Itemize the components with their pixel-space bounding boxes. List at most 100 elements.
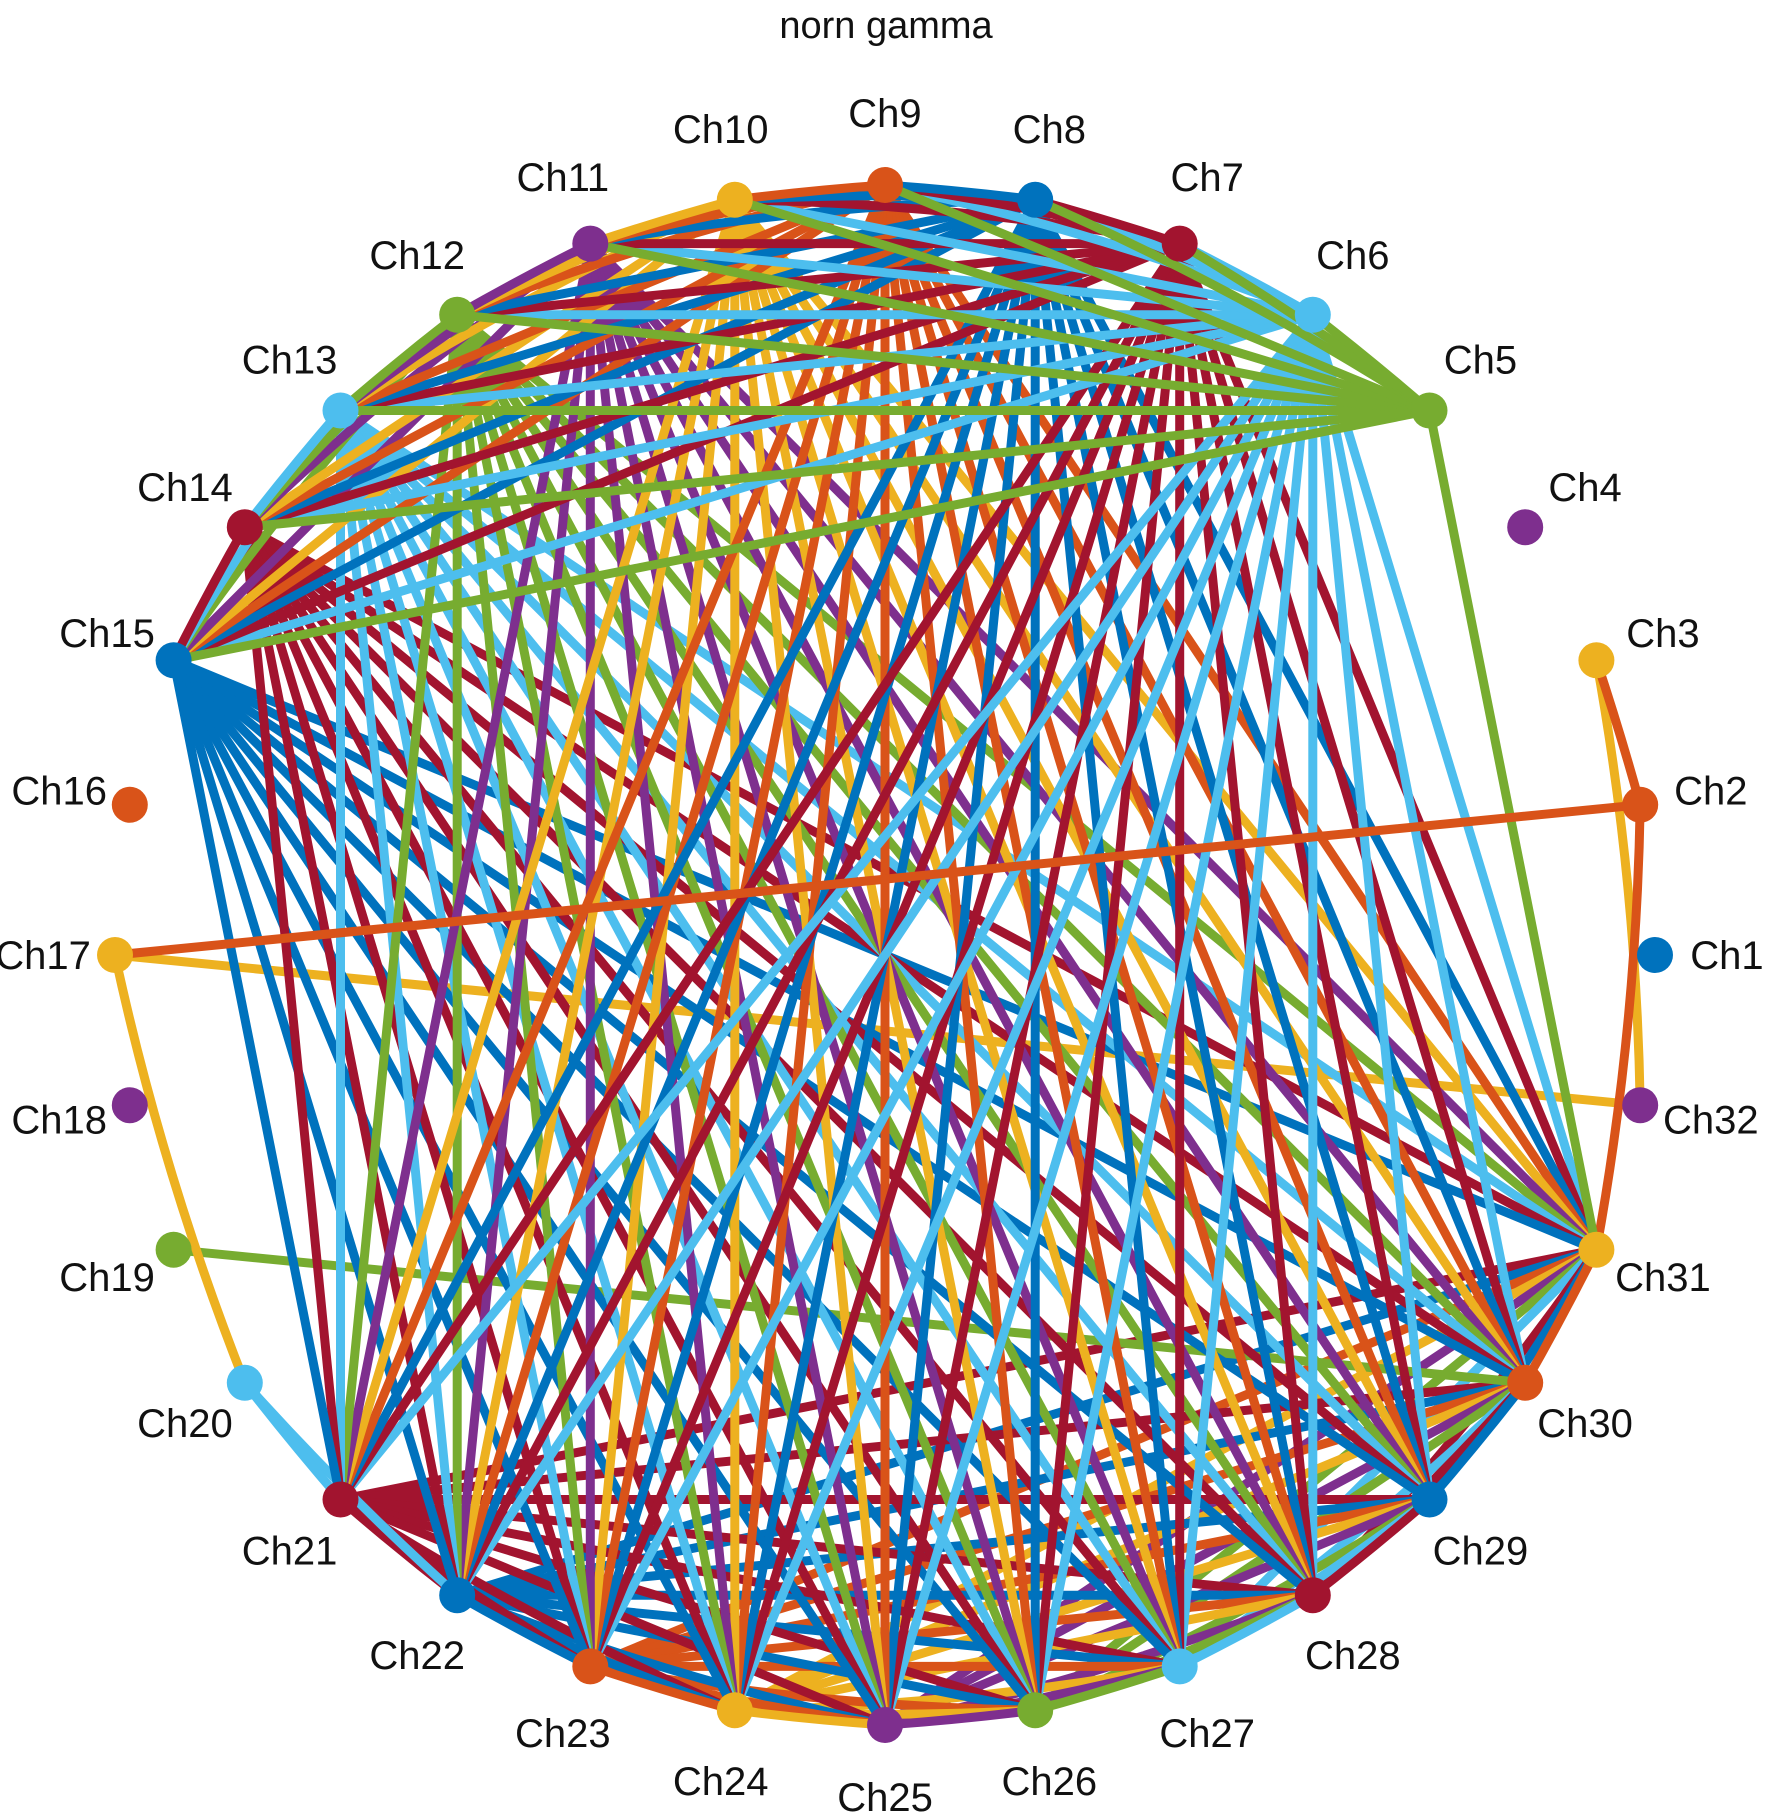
node-ch28[interactable] [1294, 1577, 1331, 1614]
edge-ch25-ch30 [880, 1378, 1530, 1730]
edge-ch6-ch21 [336, 310, 1318, 1504]
node-label-ch2: Ch2 [1674, 770, 1747, 814]
node-ch25[interactable] [867, 1707, 903, 1743]
edge-ch5-ch31 [1425, 406, 1601, 1255]
nodes-layer [97, 167, 1673, 1743]
edge-ch19-ch30 [169, 1245, 1530, 1388]
edge-ch3-ch32 [1591, 655, 1645, 1110]
node-label-ch23: Ch23 [515, 1712, 611, 1756]
edge-ch17-ch20 [110, 950, 250, 1388]
edge-ch15-ch23 [169, 655, 595, 1671]
node-ch7[interactable] [1161, 225, 1198, 262]
edge-ch5-ch9 [880, 180, 1434, 415]
node-ch8[interactable] [1017, 181, 1054, 218]
edge-ch6-ch26 [1030, 310, 1318, 1715]
node-label-ch19: Ch19 [59, 1256, 155, 1300]
node-ch13[interactable] [322, 392, 359, 429]
edge-ch6-ch15 [169, 310, 1318, 665]
edge-ch6-ch14 [240, 310, 1318, 532]
node-ch15[interactable] [155, 642, 192, 679]
edge-ch2-ch31 [1591, 800, 1645, 1255]
node-label-ch12: Ch12 [369, 234, 465, 278]
edge-ch5-ch12 [452, 310, 1434, 415]
edge-ch9-ch21 [336, 180, 890, 1504]
node-label-ch8: Ch8 [1013, 108, 1086, 152]
node-label-ch14: Ch14 [137, 466, 233, 510]
edge-ch6-ch24 [730, 310, 1318, 1715]
edge-ch7-ch28 [1175, 239, 1318, 1600]
edge-ch7-ch21 [336, 239, 1185, 1504]
node-label-ch32: Ch32 [1663, 1098, 1759, 1142]
edge-ch5-ch11 [585, 239, 1434, 415]
node-ch5[interactable] [1411, 392, 1448, 429]
node-label-ch22: Ch22 [369, 1634, 465, 1678]
node-label-ch21: Ch21 [242, 1529, 338, 1573]
node-ch10[interactable] [716, 181, 753, 218]
edge-ch9-ch14 [240, 180, 890, 532]
node-label-ch29: Ch29 [1433, 1529, 1529, 1573]
node-ch22[interactable] [439, 1577, 476, 1614]
edge-ch8-ch29 [1030, 195, 1434, 1504]
node-ch31[interactable] [1578, 1231, 1615, 1268]
node-ch3[interactable] [1578, 642, 1615, 679]
edges-layer [110, 180, 1645, 1730]
edge-ch6-ch22 [452, 310, 1318, 1600]
edge-ch24-ch29 [730, 1495, 1434, 1715]
node-ch32[interactable] [1622, 1087, 1659, 1124]
node-ch17[interactable] [97, 937, 133, 973]
node-ch14[interactable] [226, 509, 263, 546]
edge-ch14-ch21 [240, 522, 345, 1504]
edge-ch6-ch27 [1175, 310, 1318, 1671]
node-label-ch20: Ch20 [137, 1402, 233, 1446]
node-label-ch25: Ch25 [837, 1776, 933, 1819]
node-ch20[interactable] [226, 1364, 263, 1401]
node-label-ch16: Ch16 [11, 770, 107, 814]
node-ch30[interactable] [1507, 1364, 1544, 1401]
node-ch12[interactable] [439, 296, 476, 333]
node-label-ch28: Ch28 [1305, 1634, 1401, 1678]
node-ch9[interactable] [867, 167, 903, 203]
node-ch2[interactable] [1622, 786, 1659, 823]
node-label-ch17: Ch17 [0, 934, 91, 978]
node-ch24[interactable] [716, 1692, 753, 1729]
node-ch16[interactable] [111, 786, 148, 823]
node-ch21[interactable] [322, 1481, 359, 1518]
node-ch27[interactable] [1161, 1648, 1198, 1685]
node-label-ch18: Ch18 [11, 1098, 107, 1142]
node-ch4[interactable] [1507, 509, 1544, 546]
node-label-ch26: Ch26 [1001, 1760, 1097, 1804]
edge-ch15-ch22 [169, 655, 462, 1600]
edge-ch23-ch28 [585, 1590, 1318, 1671]
node-label-ch1: Ch1 [1690, 934, 1763, 978]
labels-layer: Ch1 Ch2 Ch3 Ch4 Ch5 Ch6 Ch7 Ch8 Ch9 Ch10 Ch11 Ch12 C… [0, 92, 1764, 1819]
node-label-ch24: Ch24 [673, 1760, 769, 1804]
node-ch11[interactable] [572, 225, 609, 262]
node-label-ch3: Ch3 [1626, 612, 1699, 656]
node-ch23[interactable] [572, 1648, 609, 1685]
edge-ch8-ch13 [336, 195, 1040, 415]
edge-ch6-ch23 [585, 310, 1318, 1671]
node-label-ch30: Ch30 [1537, 1402, 1633, 1446]
node-ch18[interactable] [111, 1087, 148, 1124]
node-ch19[interactable] [155, 1231, 192, 1268]
node-ch1[interactable] [1637, 937, 1673, 973]
edge-ch6-ch29 [1308, 310, 1434, 1504]
edge-ch14-ch22 [240, 522, 462, 1600]
edge-ch5-ch15 [169, 406, 1434, 665]
edge-ch10-ch15 [169, 195, 740, 665]
node-ch26[interactable] [1017, 1692, 1054, 1729]
edge-ch7-ch15 [169, 239, 1185, 665]
edge-ch7-ch12 [452, 239, 1185, 320]
node-ch29[interactable] [1411, 1481, 1448, 1518]
node-label-ch4: Ch4 [1548, 466, 1621, 510]
node-label-ch11: Ch11 [516, 156, 609, 200]
edge-ch15-ch21 [169, 655, 345, 1504]
edge-ch12-ch23 [452, 310, 595, 1671]
node-label-ch9: Ch9 [848, 92, 921, 136]
node-label-ch27: Ch27 [1159, 1712, 1255, 1756]
node-label-ch13: Ch13 [242, 339, 338, 383]
node-ch6[interactable] [1294, 296, 1331, 333]
node-label-ch15: Ch15 [59, 612, 155, 656]
edge-ch5-ch14 [240, 406, 1434, 532]
